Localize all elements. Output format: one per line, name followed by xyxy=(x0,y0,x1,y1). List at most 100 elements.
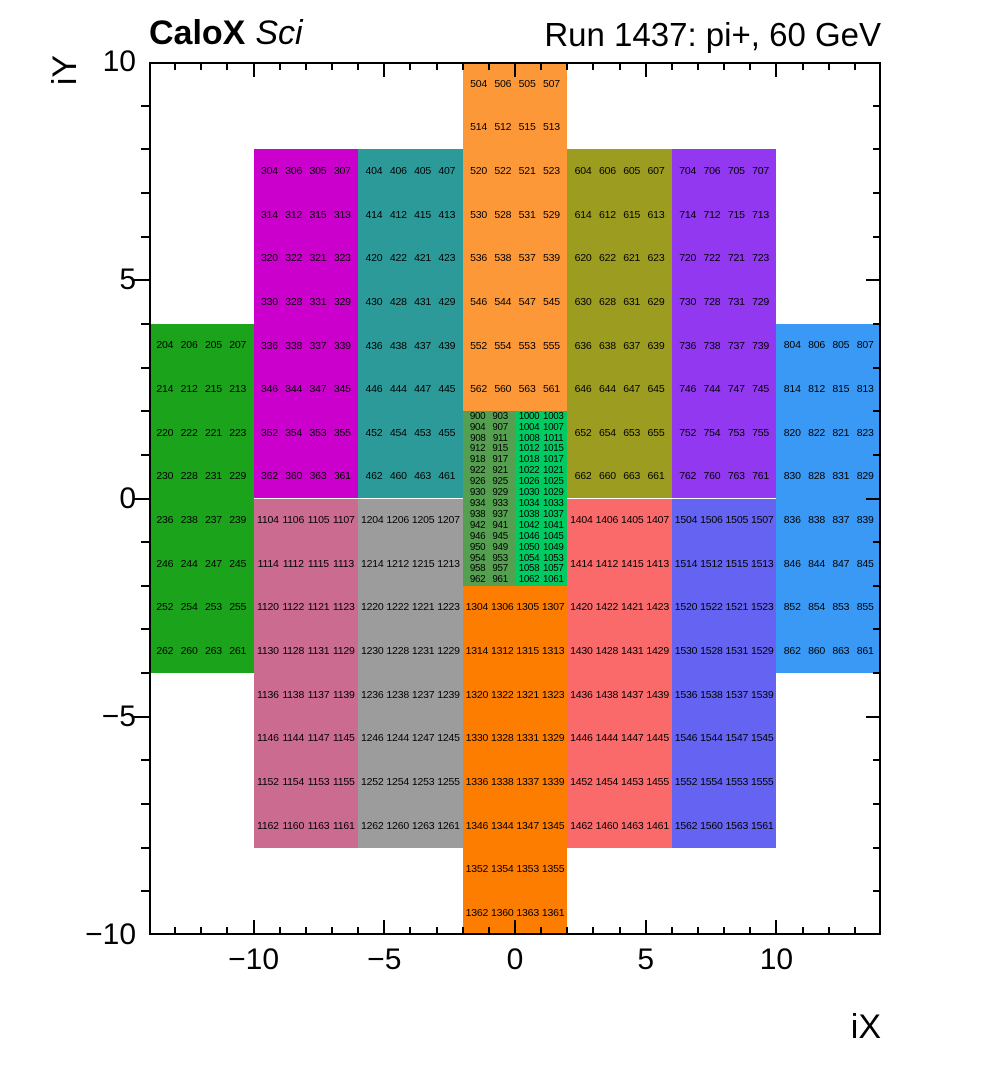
axis-tick xyxy=(200,62,203,70)
channel-cell: 315 xyxy=(309,208,327,221)
channel-cell: 1355 xyxy=(541,863,565,876)
channel-cell: 1360 xyxy=(490,906,514,919)
channel-block-200: 204 206 205 207 214 212 215 213 220 222 221 223 230 2… xyxy=(149,323,254,674)
channel-cell: 336 xyxy=(260,339,278,352)
channel-cell: 515 xyxy=(518,121,536,134)
channel-cell: 854 xyxy=(808,601,826,614)
channel-cell: 1521 xyxy=(725,601,749,614)
channel-row: 652 654 653 655 xyxy=(567,411,672,455)
channel-cell: 807 xyxy=(856,339,874,352)
channel-cell: 537 xyxy=(518,252,536,265)
channel-cell: 347 xyxy=(309,383,327,396)
channel-cell: 231 xyxy=(204,470,222,483)
channel-cell: 1012 xyxy=(518,443,540,455)
channel-cell: 1029 xyxy=(542,487,564,499)
channel-cell: 713 xyxy=(752,208,770,221)
channel-cell: 744 xyxy=(703,383,721,396)
axis-tick xyxy=(304,62,307,70)
x-tick-label: −5 xyxy=(367,943,402,976)
axis-tick xyxy=(873,890,881,893)
channel-cell: 1145 xyxy=(332,732,355,745)
channel-cell: 1046 xyxy=(518,530,540,542)
channel-cell: 738 xyxy=(703,339,721,352)
channel-cell: 247 xyxy=(204,557,222,570)
axis-tick xyxy=(174,62,177,70)
channel-row: 1030 1029 xyxy=(515,488,567,499)
channel-row: 1162 1160 1163 1161 xyxy=(254,804,359,848)
channel-cell: 907 xyxy=(492,421,508,433)
channel-cell: 1345 xyxy=(541,819,565,832)
channel-row: 1104 1106 1105 1107 xyxy=(254,499,359,543)
channel-cell: 405 xyxy=(414,164,432,177)
channel-cell: 1038 xyxy=(518,508,540,520)
channel-cell: 1306 xyxy=(490,601,514,614)
channel-cell: 1462 xyxy=(570,819,593,832)
axis-tick xyxy=(141,191,149,194)
channel-cell: 1422 xyxy=(595,601,619,614)
channel-cell: 1231 xyxy=(411,645,435,658)
axis-tick xyxy=(873,541,881,544)
channel-row: 820 822 821 823 xyxy=(776,411,881,455)
channel-cell: 406 xyxy=(389,164,407,177)
channel-cell: 538 xyxy=(494,252,512,265)
channel-row: 862 860 863 861 xyxy=(776,629,881,673)
channel-block-1500: 1504 1506 1505 1507 1514 1512 1515 1513 1520 1522… xyxy=(671,498,777,848)
channel-cell: 1555 xyxy=(750,776,774,789)
channel-cell: 1263 xyxy=(411,819,435,832)
channel-cell: 861 xyxy=(856,645,874,658)
run-info-title: Run 1437: pi+, 60 GeV xyxy=(544,16,881,53)
channel-cell: 1430 xyxy=(570,645,593,658)
axis-tick xyxy=(461,62,464,70)
channel-row: 1262 1260 1263 1261 xyxy=(358,804,463,848)
channel-cell: 938 xyxy=(469,508,486,520)
channel-cell: 1520 xyxy=(674,601,698,614)
channel-cell: 954 xyxy=(469,552,486,564)
channel-row: 346 344 347 345 xyxy=(254,368,359,412)
axis-tick xyxy=(618,927,621,935)
channel-cell: 1538 xyxy=(700,688,723,701)
channel-cell: 1545 xyxy=(750,732,774,745)
channel-cell: 312 xyxy=(285,208,303,221)
y-tick-label: −10 xyxy=(85,918,136,951)
channel-row: 630 628 631 629 xyxy=(567,280,672,324)
channel-row: 246 244 247 245 xyxy=(149,542,254,586)
channel-cell: 1331 xyxy=(516,732,539,745)
channel-cell: 1137 xyxy=(307,688,330,701)
channel-cell: 1229 xyxy=(437,645,460,658)
channel-cell: 1312 xyxy=(490,645,514,658)
channel-cell: 622 xyxy=(598,252,616,265)
channel-cell: 1011 xyxy=(543,432,564,444)
channel-cell: 1123 xyxy=(332,601,355,614)
channel-row: 1034 1033 xyxy=(515,498,567,509)
channel-cell: 720 xyxy=(679,252,697,265)
channel-cell: 1544 xyxy=(700,732,723,745)
channel-cell: 829 xyxy=(856,470,874,483)
channel-cell: 414 xyxy=(365,208,383,221)
channel-block-400: 404 406 405 407 414 412 415 413 420 422 421 423 430 4… xyxy=(358,149,463,499)
channel-row: 314 312 315 313 xyxy=(254,193,359,237)
channel-cell: 1560 xyxy=(700,819,723,832)
channel-row: 1026 1025 xyxy=(515,477,567,488)
channel-row: 1362 1360 1363 1361 xyxy=(463,891,568,935)
channel-cell: 652 xyxy=(574,426,592,439)
channel-cell: 462 xyxy=(365,470,383,483)
channel-cell: 507 xyxy=(542,77,560,90)
channel-cell: 746 xyxy=(679,383,697,396)
channel-cell: 255 xyxy=(229,601,247,614)
channel-cell: 1523 xyxy=(750,601,774,614)
channel-cell: 1042 xyxy=(518,519,540,531)
channel-row: 908 911 xyxy=(463,433,515,444)
channel-cell: 404 xyxy=(365,164,383,177)
channel-cell: 953 xyxy=(492,552,508,564)
channel-cell: 1030 xyxy=(518,487,540,499)
axis-tick xyxy=(134,497,149,500)
channel-cell: 646 xyxy=(574,383,592,396)
channel-row: 1146 1144 1147 1145 xyxy=(254,717,359,761)
channel-cell: 1147 xyxy=(307,732,330,745)
channel-cell: 860 xyxy=(808,645,826,658)
axis-tick xyxy=(141,322,149,325)
channel-cell: 329 xyxy=(333,295,351,308)
channel-row: 730 728 731 729 xyxy=(672,280,777,324)
channel-row: 1022 1021 xyxy=(515,466,567,477)
channel-cell: 739 xyxy=(752,339,770,352)
